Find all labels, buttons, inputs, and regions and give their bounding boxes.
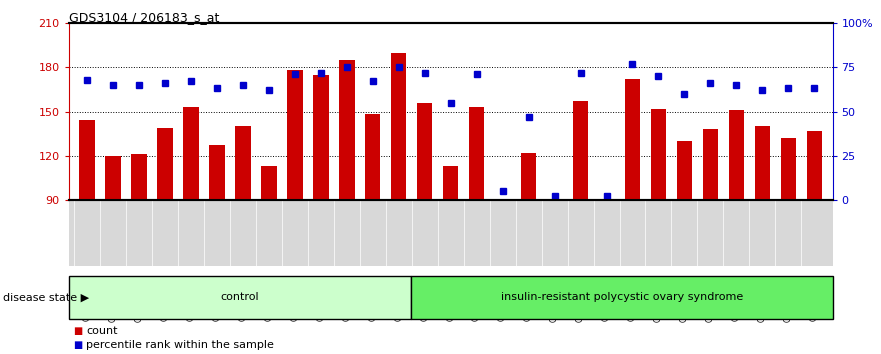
Bar (261, 166, 277, 200)
Bar (157, 128, 173, 200)
Bar (411, 276, 833, 319)
Text: insulin-resistant polycystic ovary syndrome: insulin-resistant polycystic ovary syndr… (500, 292, 743, 302)
Bar (599, 199, 614, 200)
Bar (365, 114, 381, 200)
Bar (209, 145, 225, 200)
Bar (729, 110, 744, 200)
Bar (79, 120, 94, 200)
Bar (235, 126, 250, 200)
Text: GDS3104 / 206183_s_at: GDS3104 / 206183_s_at (69, 11, 219, 24)
Bar (339, 60, 354, 200)
Bar (469, 107, 485, 200)
Bar (807, 131, 822, 200)
Bar (573, 101, 589, 200)
Bar (547, 199, 562, 200)
Bar (521, 153, 537, 200)
Text: percentile rank within the sample: percentile rank within the sample (86, 340, 274, 350)
Text: count: count (86, 326, 118, 336)
Bar (287, 70, 302, 200)
Bar (703, 129, 718, 200)
Text: disease state ▶: disease state ▶ (3, 292, 89, 302)
Bar (69, 276, 411, 319)
Bar (755, 126, 770, 200)
Bar (677, 141, 692, 200)
Bar (131, 154, 146, 200)
Text: ■: ■ (73, 340, 82, 350)
Bar (625, 79, 640, 200)
Bar (651, 109, 666, 200)
Bar (183, 107, 198, 200)
Bar (105, 156, 121, 200)
Bar (781, 138, 796, 200)
Text: control: control (220, 292, 259, 302)
Bar (495, 199, 510, 200)
Bar (391, 52, 406, 200)
Text: ■: ■ (73, 326, 82, 336)
Bar (417, 103, 433, 200)
Bar (443, 166, 458, 200)
Bar (313, 75, 329, 200)
